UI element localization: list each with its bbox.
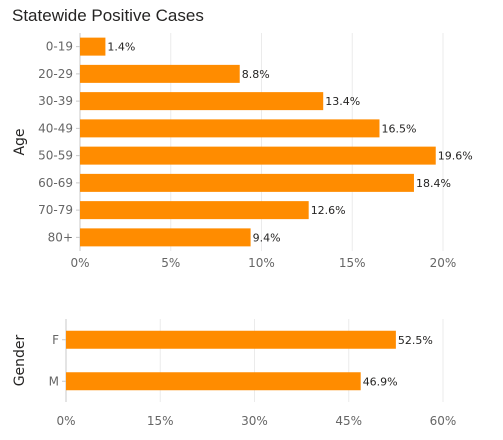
age-bar [80,92,324,111]
age-x-tick-label: 15% [339,256,366,270]
age-x-tick-label: 5% [161,256,180,270]
gender-value-label: 52.5% [398,334,433,347]
age-category-label: 20-29 [38,67,73,81]
gender-x-tick-label: 45% [335,414,362,428]
age-bar [80,64,240,83]
gender-bar [66,330,396,349]
age-x-tick-label: 10% [248,256,275,270]
age-category-label: 60-69 [38,176,73,190]
age-bar [80,37,106,56]
gender-category-label: M [49,374,59,388]
chart-title: Statewide Positive Cases [12,6,204,25]
age-category-label: 70-79 [38,203,73,217]
age-bar [80,228,251,247]
gender-x-tick-label: 30% [241,414,268,428]
age-bar [80,119,380,138]
age-bar [80,201,309,220]
age-bar [80,173,414,192]
age-category-label: 80+ [48,230,73,244]
age-x-tick-label: 0% [70,256,89,270]
age-value-label: 8.8% [242,68,270,81]
age-x-tick-label: 20% [430,256,457,270]
age-value-label: 12.6% [311,204,346,217]
gender-x-tick-label: 0% [56,414,75,428]
gender-x-tick-label: 15% [147,414,174,428]
age-category-label: 50-59 [38,149,73,163]
age-category-label: 0-19 [46,40,73,54]
age-bar [80,146,436,165]
age-axis-title: Age [12,128,28,155]
gender-bar [66,372,361,391]
age-category-label: 40-49 [38,121,73,135]
age-category-label: 30-39 [38,94,73,108]
age-value-label: 18.4% [416,177,451,190]
gender-value-label: 46.9% [363,375,398,388]
gender-category-label: F [52,333,59,347]
age-value-label: 13.4% [325,95,360,108]
age-value-label: 16.5% [381,122,416,135]
age-value-label: 9.4% [253,231,281,244]
gender-x-tick-label: 60% [430,414,457,428]
age-value-label: 19.6% [438,150,473,163]
gender-axis-title: Gender [12,334,28,386]
age-value-label: 1.4% [107,41,135,54]
